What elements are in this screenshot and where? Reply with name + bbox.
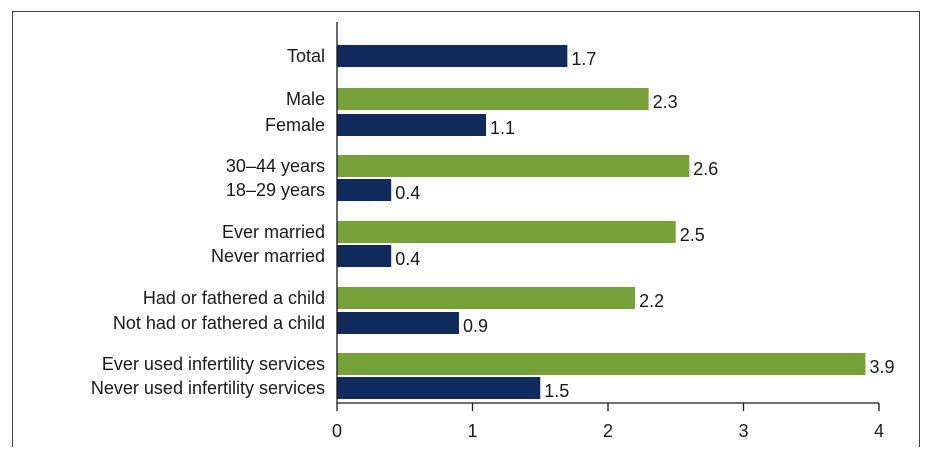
value-label: 2.2 (639, 291, 664, 311)
value-label: 1.1 (490, 118, 515, 138)
value-label: 2.6 (693, 159, 718, 179)
bar (337, 45, 568, 67)
bar (337, 377, 541, 399)
x-tick-label: 0 (332, 421, 342, 441)
value-label: 3.9 (869, 357, 894, 377)
category-label: Female (265, 115, 325, 135)
x-tick-label: 4 (874, 421, 884, 441)
category-label: 30–44 years (226, 156, 325, 176)
x-tick-label: 1 (467, 421, 477, 441)
category-label: Total (287, 46, 325, 66)
category-label: Never used infertility services (91, 378, 325, 398)
bar (337, 114, 487, 136)
category-label: Had or fathered a child (143, 288, 325, 308)
bar (337, 155, 690, 177)
chart-frame (12, 11, 920, 447)
value-label: 2.5 (680, 225, 705, 245)
value-label: 1.5 (544, 381, 569, 401)
category-label: Not had or fathered a child (113, 313, 325, 333)
bar (337, 353, 866, 375)
category-label: Never married (211, 246, 325, 266)
bar (337, 179, 392, 201)
value-label: 0.4 (395, 183, 420, 203)
bar (337, 88, 649, 110)
category-label: Ever used infertility services (102, 354, 325, 374)
value-label: 1.7 (571, 49, 596, 69)
category-label: Male (286, 89, 325, 109)
category-label: 18–29 years (226, 180, 325, 200)
value-label: 2.3 (653, 92, 678, 112)
x-tick-label: 3 (738, 421, 748, 441)
bar (337, 245, 392, 267)
value-label: 0.4 (395, 249, 420, 269)
bar (337, 221, 676, 243)
category-label: Ever married (222, 222, 325, 242)
bar (337, 287, 636, 309)
x-tick-label: 2 (603, 421, 613, 441)
value-label: 0.9 (463, 316, 488, 336)
bar (337, 312, 459, 334)
